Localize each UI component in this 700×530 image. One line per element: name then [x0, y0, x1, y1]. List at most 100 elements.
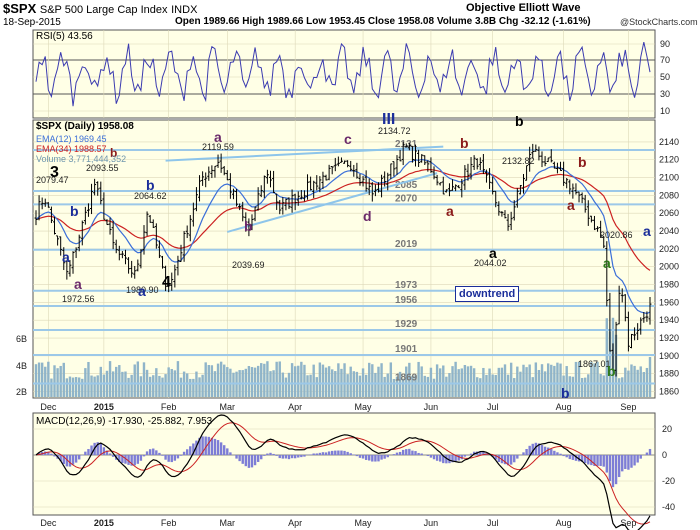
- wave-label: b: [146, 177, 155, 193]
- macd-histogram-bar: [164, 455, 167, 460]
- volume-bar: [71, 377, 75, 397]
- volume-bar: [593, 363, 596, 397]
- exchange-text: INDX: [171, 4, 198, 16]
- macd-histogram-bar: [645, 452, 649, 455]
- x-tick-label: Aug: [556, 402, 572, 412]
- macd-histogram-bar: [105, 450, 109, 455]
- x-tick-label: 2015: [94, 402, 114, 412]
- volume-bar: [414, 375, 417, 397]
- macd-histogram-bar: [429, 455, 433, 458]
- volume-bar: [386, 373, 389, 397]
- volume-bar: [133, 364, 136, 397]
- volume-bar: [426, 376, 430, 397]
- symbol-text: $SPX: [3, 1, 37, 16]
- macd-histogram-bar: [577, 455, 581, 462]
- macd-histogram-bar: [278, 455, 281, 459]
- price-label: 2134.72: [378, 126, 411, 136]
- volume-bar: [130, 374, 133, 397]
- price-label: 2039.69: [232, 260, 265, 270]
- volume-bar: [491, 374, 494, 397]
- wave-label: a: [641, 235, 642, 237]
- price-tick-label: 1880: [659, 369, 679, 379]
- macd-histogram-bar: [562, 455, 565, 457]
- macd-histogram-bar: [636, 455, 639, 463]
- brand-label: Objective Elliott Wave: [466, 2, 581, 14]
- price-tick-label: 2080: [659, 190, 679, 200]
- macd-histogram-bar: [204, 436, 207, 455]
- wave-label: a: [74, 276, 82, 292]
- wave-label: b: [515, 113, 524, 129]
- macd-histogram-bar: [386, 455, 389, 458]
- volume-bar: [65, 378, 69, 397]
- wave-label: b: [244, 218, 253, 234]
- wave-label: d: [363, 208, 372, 224]
- macd-histogram-bar: [565, 455, 568, 458]
- macd-histogram-bar: [438, 455, 442, 462]
- macd-histogram-bar: [503, 455, 507, 465]
- macd-histogram-bar: [614, 455, 618, 485]
- volume-bar: [423, 375, 426, 397]
- volume-bar: [176, 361, 180, 397]
- price-label: 1867.01: [578, 359, 611, 369]
- macd-histogram-bar: [574, 455, 578, 461]
- macd-histogram-bar: [327, 451, 331, 455]
- price-label: 2119.59: [202, 142, 234, 152]
- rsi-tick-label: 30: [660, 89, 670, 99]
- volume-bar: [608, 331, 612, 397]
- volume-bar: [300, 361, 303, 397]
- macd-histogram-bar: [571, 455, 575, 460]
- macd-histogram-bar: [229, 452, 232, 455]
- macd-histogram-bar: [337, 450, 340, 455]
- volume-bar: [485, 374, 488, 397]
- volume-bar: [309, 374, 312, 397]
- macd-histogram-bar: [124, 455, 127, 464]
- x-tick-label: Sep: [620, 402, 636, 412]
- volume-bar: [198, 377, 201, 397]
- macd-histogram-bar: [352, 454, 355, 455]
- volume-bar: [284, 377, 288, 397]
- volume-bar: [315, 377, 318, 397]
- ema34-legend: EMA(34) 1988.57: [36, 144, 107, 154]
- macd-histogram-bar: [528, 445, 531, 455]
- macd-histogram-bar: [309, 454, 312, 455]
- rsi-tick-label: 70: [660, 55, 670, 65]
- macd-histogram-bar: [377, 455, 380, 462]
- level-label: 2070: [395, 193, 418, 204]
- macd-histogram-bar: [136, 455, 140, 464]
- macd-histogram-bar: [331, 450, 334, 455]
- volume-bar: [87, 361, 90, 397]
- wave-label: a: [489, 245, 497, 261]
- macd-histogram-bar: [250, 455, 254, 468]
- volume-bar: [127, 377, 130, 397]
- volume-bar: [158, 375, 161, 397]
- volume-bar: [500, 367, 504, 397]
- macd-histogram-bar: [324, 452, 328, 455]
- macd-histogram-bar: [65, 455, 69, 467]
- volume-bar: [62, 362, 65, 397]
- macd-histogram-bar: [426, 455, 430, 457]
- volume-bar: [411, 375, 414, 397]
- volume-bar: [306, 375, 309, 397]
- macd-histogram-bar: [275, 455, 278, 456]
- price-tick-label: 2040: [659, 226, 679, 236]
- credit-label: @StockCharts.com: [620, 17, 698, 27]
- macd-histogram-bar: [334, 450, 337, 455]
- volume-bar: [522, 364, 525, 397]
- volume-bar: [47, 361, 50, 397]
- macd-histogram-bar: [457, 455, 460, 461]
- macd-histogram-bar: [432, 455, 436, 460]
- macd-histogram-bar: [398, 451, 402, 455]
- volume-bar: [389, 362, 393, 397]
- volume-bar: [44, 366, 47, 397]
- macd-histogram-bar: [155, 450, 158, 455]
- macd-histogram-bar: [210, 437, 214, 455]
- volume-bar: [565, 366, 568, 397]
- volume-bar: [463, 365, 467, 397]
- volume-bar: [648, 357, 652, 397]
- macd-histogram-bar: [303, 455, 306, 457]
- volume-bar: [534, 362, 538, 397]
- macd-histogram-bar: [158, 452, 161, 455]
- macd-histogram-bar: [241, 455, 244, 464]
- macd-histogram-bar: [605, 455, 609, 473]
- volume-bar: [278, 361, 281, 397]
